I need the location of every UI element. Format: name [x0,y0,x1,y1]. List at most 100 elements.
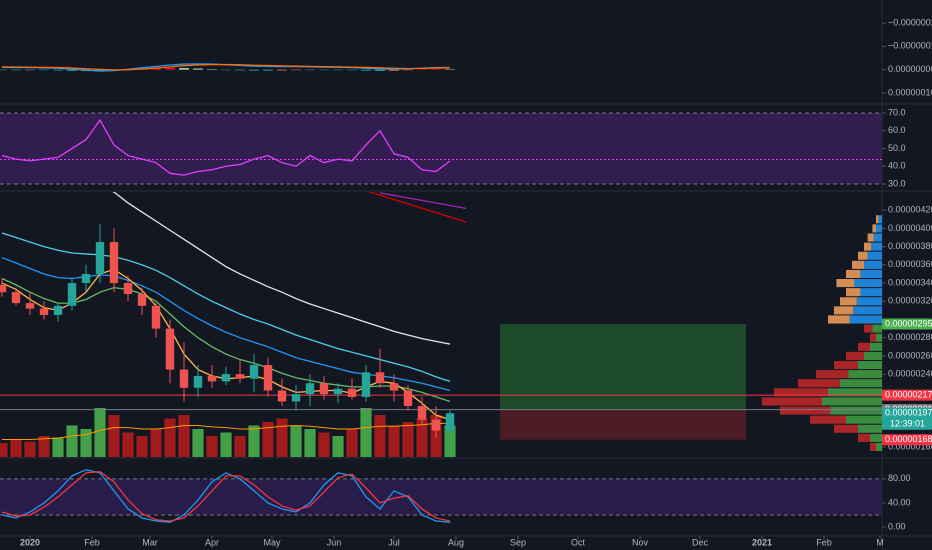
histogram-bar [25,69,35,71]
x-tick-label: Dec [692,537,709,547]
profile-bar [810,415,846,424]
profile-bar [876,442,882,452]
profile-bar [864,324,873,333]
profile-bar [858,251,868,260]
candle-body [207,375,217,382]
candle-body [0,284,7,293]
candle-body [389,383,399,391]
profile-bar [836,279,855,288]
profile-bar [846,351,864,360]
profile-bar [849,315,882,324]
histogram-bar [235,69,245,71]
candle-body [151,305,161,329]
volume-bar [248,425,260,457]
trend-line [379,192,467,210]
x-tick-label: Sep [510,537,526,547]
histogram-bar [39,69,49,71]
candle-body [417,406,427,420]
profile-bar [854,279,882,288]
profile-bar [858,360,882,370]
histogram-bar [53,69,63,71]
y-tick-label: 0.00000280 [888,332,932,342]
histogram-bar [207,69,217,70]
y-tick-label: 70.0 [888,107,906,117]
price-label-bg [882,407,932,430]
moving-average [1,232,451,383]
profile-bar [848,370,882,379]
profile-bar [878,215,882,224]
y-tick-label: 0.00 [888,521,906,531]
volume-bar [24,441,36,457]
x-tick-label: Jun [327,537,342,547]
profile-bar [798,379,840,388]
profile-bar [873,233,882,242]
profile-bar [856,297,882,306]
volume-bar [150,429,162,457]
countdown-label: 12:39:01 [890,419,925,429]
moving-average [111,192,451,345]
profile-bar [762,397,822,406]
price-label-bg [882,389,932,401]
volume-bar [276,418,288,457]
x-tick-label: Feb [84,537,100,547]
x-tick-label: Apr [205,537,219,547]
histogram-bar [347,69,357,71]
profile-bar [774,388,828,397]
volume-bar [192,429,204,457]
profile-bar [864,242,872,251]
profile-bar [860,269,882,279]
y-tick-label: 50.0 [888,143,906,153]
profile-bar [834,306,854,315]
candle-body [179,369,189,388]
profile-bar [834,424,858,433]
volume-bar [318,432,330,457]
histogram-bar [221,69,231,71]
profile-bar [822,397,882,406]
volume-ma [2,422,450,440]
histogram-bar [319,69,329,71]
volume-bar [220,432,232,457]
candle-body [109,242,119,284]
profile-bar [846,288,861,297]
candle-body [361,372,371,397]
price-label: 0.00000217 [885,389,932,399]
profile-bar [858,342,870,351]
profile-bar [852,260,864,269]
x-tick-label: Nov [632,537,649,547]
profile-bar [870,333,876,342]
candle-body [305,383,315,395]
histogram-bar [375,69,385,71]
x-tick-label: May [263,537,281,547]
x-tick-label: 2020 [20,537,40,547]
volume-bar [332,436,344,457]
volume-bar [38,436,50,457]
volume-bar [388,425,400,457]
price-label: 0.00000197 [885,408,932,418]
profile-bar [872,224,876,233]
moving-average [1,256,451,392]
candle-body [277,390,287,402]
profile-bar [876,333,882,342]
trend-line [369,192,467,223]
profile-bar [872,324,882,333]
candle-body [319,383,329,395]
histogram-bar [0,69,7,71]
candle-body [445,413,455,431]
candle-body [431,419,441,431]
price-label: 0.00000295 [885,318,932,328]
profile-bar [876,215,879,224]
y-tick-label: 0.00000160 [888,441,932,451]
x-tick-label: Mar [142,537,158,547]
volume-bar [80,429,92,457]
histogram-bar [179,68,189,70]
x-tick-label: Aug [448,537,464,547]
volume-bar [262,422,274,457]
y-tick-label: 0.00000420 [888,205,932,215]
volume-bar [444,425,456,457]
profile-bar [864,260,882,269]
y-tick-label: 30.0 [888,178,906,188]
y-tick-label: 0.00000400 [888,223,932,233]
indicator-line [1,63,451,71]
